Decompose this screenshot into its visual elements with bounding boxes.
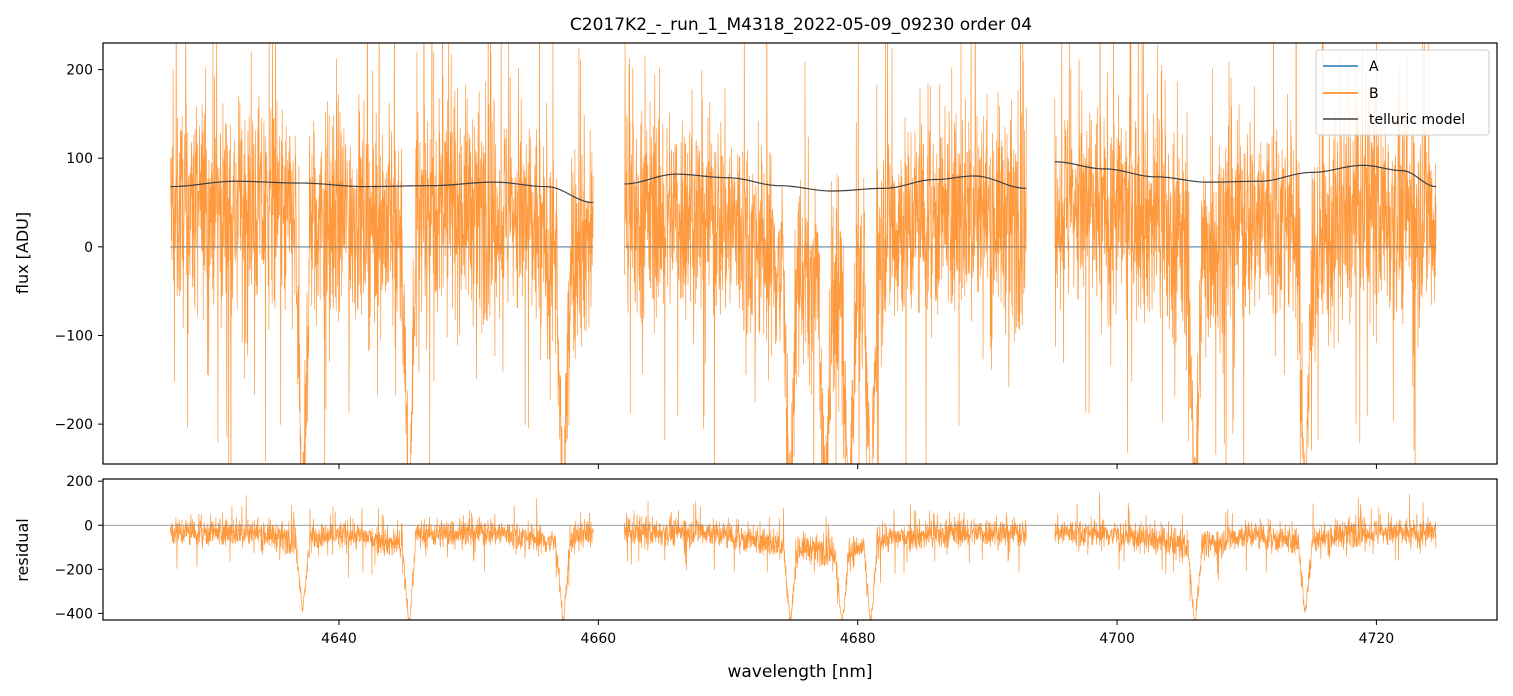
residual-b-segment-3 [1054,492,1437,620]
series-b-segment-2 [623,43,1027,464]
residual-y-tick-label: −200 [55,562,93,578]
telluric-model-segment-3 [1054,161,1437,188]
flux-y-tick-label: −200 [55,417,93,433]
legend-label-a: A [1369,59,1379,75]
flux-y-tick-label: −100 [55,328,93,344]
flux-y-ticks: −200 −100 0 100 200 [55,63,103,433]
residual-b-segment-2 [623,500,1027,620]
series-b-segment-3 [1054,43,1437,464]
x-tick-label: 4640 [321,631,357,647]
residual-x-ticks: 4640 4660 4680 4700 4720 [321,620,1394,647]
legend-label-b: B [1369,86,1379,102]
flux-y-tick-label: 0 [84,240,93,256]
legend-label-telluric: telluric model [1369,112,1465,128]
telluric-model-segment-1 [170,180,594,204]
flux-y-tick-label: 200 [66,63,93,79]
residual-b-segment-1 [170,495,594,620]
residual-y-tick-label: 200 [66,474,93,490]
x-tick-label: 4700 [1099,631,1135,647]
flux-panel: −200 −100 0 100 200 flux [ADU] A B telluric … [13,42,1498,469]
flux-axes-frame [102,42,1498,465]
flux-plot-area [170,43,1437,464]
flux-y-axis-label: flux [ADU] [13,212,32,294]
series-b-segment-1 [170,43,594,464]
residual-y-ticks: −400 −200 0 200 [55,474,103,622]
legend-box [1315,49,1490,136]
flux-x-ticks [338,464,1377,469]
residual-y-tick-label: −400 [55,606,93,622]
telluric-model-segment-2 [624,173,1027,192]
residual-panel: −400 −200 0 200 4640 4660 4680 4700 4720 residu… [13,474,1498,682]
residual-y-tick-label: 0 [84,518,93,534]
x-axis-label: wavelength [nm] [727,662,872,682]
x-tick-label: 4680 [840,631,876,647]
residual-y-axis-label: residual [13,518,32,581]
flux-y-tick-label: 100 [66,151,93,167]
residual-plot-area [103,492,1497,620]
x-tick-label: 4660 [581,631,617,647]
residual-axes-frame [102,478,1498,621]
legend: A B telluric model [1315,49,1490,136]
chart-title: C2017K2_-_run_1_M4318_2022-05-09_09230 o… [570,15,1032,35]
x-tick-label: 4720 [1359,631,1395,647]
